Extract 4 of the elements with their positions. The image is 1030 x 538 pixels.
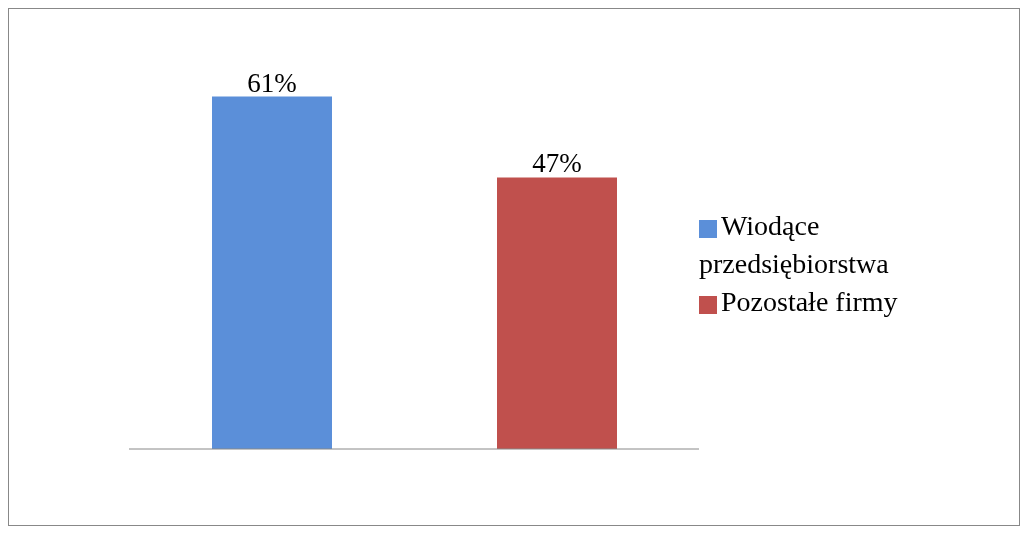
- data-label: 47%: [532, 148, 582, 179]
- data-label: 61%: [247, 67, 297, 98]
- legend-label: Pozostałe firmy: [721, 286, 898, 317]
- legend-label: Wiodące przedsiębiorstwa: [699, 210, 889, 279]
